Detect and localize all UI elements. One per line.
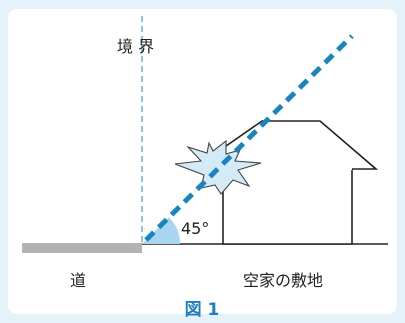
house-shape: [190, 120, 379, 245]
sightline-ray: [144, 34, 354, 242]
figure-caption: 図 1: [185, 300, 220, 320]
vacant-lot-label: 空家の敷地: [243, 271, 323, 290]
angle-label: 45°: [181, 219, 209, 238]
road-strip: [22, 243, 142, 253]
road-label: 道: [70, 271, 86, 290]
boundary-label: 境 界: [117, 37, 154, 56]
starburst-icon: [174, 139, 262, 195]
